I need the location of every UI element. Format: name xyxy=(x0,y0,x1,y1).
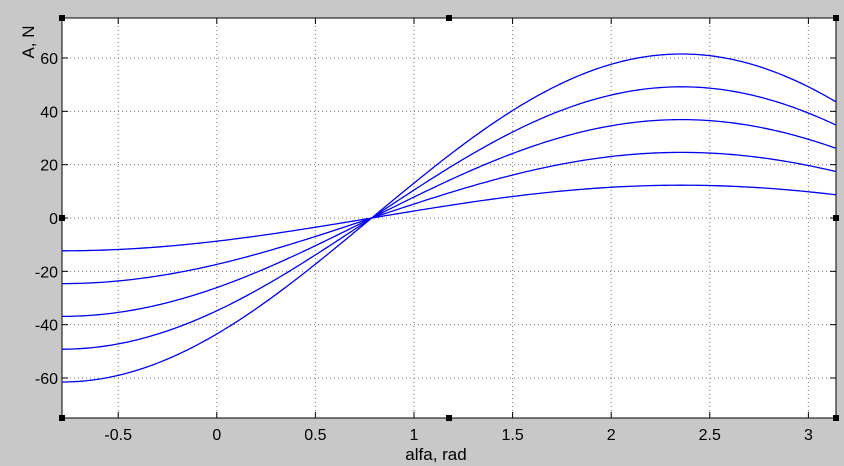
series-line-4 xyxy=(61,86,837,350)
x-tick-label: 3 xyxy=(804,427,813,444)
axis-ticks: -0.5 0 0.5 1 1.5 2 2.5 3 -60 -40 -20 0 20 40 60 xyxy=(35,18,836,444)
x-tick-label: 0.5 xyxy=(304,427,326,444)
x-tick-label: 0 xyxy=(212,427,221,444)
series-line-5 xyxy=(61,53,837,383)
y-tick-label: -40 xyxy=(35,318,58,335)
y-tick-label: 20 xyxy=(40,158,58,175)
series-line-3 xyxy=(61,118,837,318)
x-axis-label: alfa, rad xyxy=(405,445,466,464)
resize-handle[interactable] xyxy=(833,415,839,421)
grid-lines xyxy=(62,18,836,418)
series-lines xyxy=(61,53,837,383)
resize-handle[interactable] xyxy=(446,15,452,21)
y-tick-label: -60 xyxy=(35,371,58,388)
y-tick-label: 60 xyxy=(40,51,58,68)
resize-handle[interactable] xyxy=(833,15,839,21)
y-axis-label: A, N xyxy=(19,25,38,58)
x-tick-label: 1 xyxy=(410,427,419,444)
y-tick-label: 0 xyxy=(49,211,58,228)
y-tick-label: 40 xyxy=(40,104,58,121)
x-tick-label: -0.5 xyxy=(104,427,132,444)
x-tick-label: 2 xyxy=(607,427,616,444)
resize-handle[interactable] xyxy=(446,415,452,421)
resize-handle[interactable] xyxy=(59,415,65,421)
y-tick-label: -20 xyxy=(35,264,58,281)
x-tick-label: 2.5 xyxy=(699,427,721,444)
resize-handle[interactable] xyxy=(833,215,839,221)
series-line-1 xyxy=(61,184,837,252)
resize-handle[interactable] xyxy=(59,15,65,21)
axes-handles[interactable] xyxy=(59,15,839,421)
x-tick-label: 1.5 xyxy=(501,427,523,444)
resize-handle[interactable] xyxy=(59,215,65,221)
series-line-2 xyxy=(61,151,837,285)
